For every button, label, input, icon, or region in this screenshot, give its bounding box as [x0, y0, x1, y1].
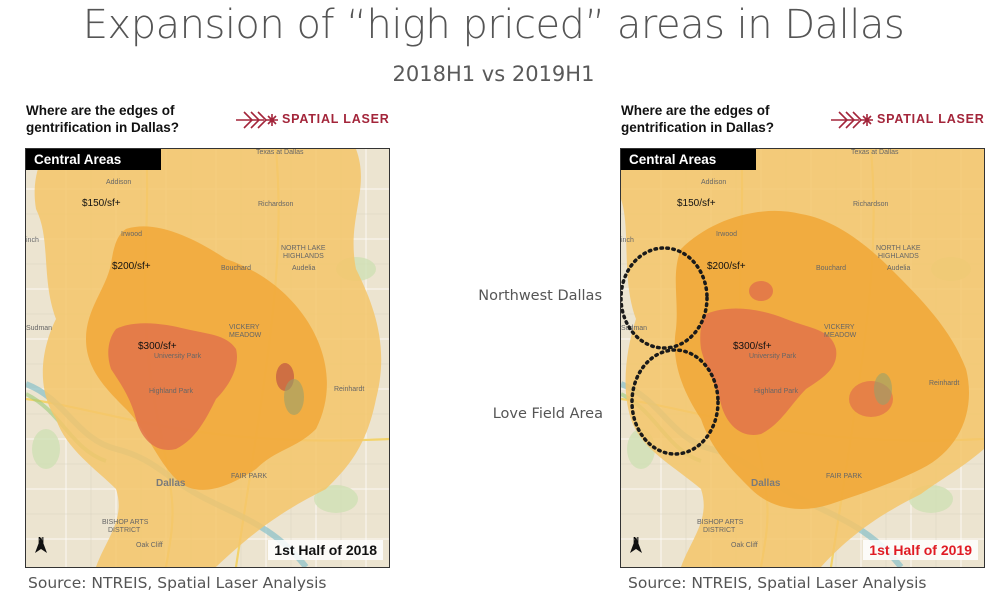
- logo-chevrons-icon: [236, 111, 278, 129]
- place-audelia: Audelia: [887, 265, 910, 272]
- place-highland-park: Highland Park: [149, 388, 193, 395]
- period-label: 1st Half of 2019: [863, 540, 978, 560]
- place-highlands: HIGHLANDS: [283, 253, 324, 260]
- logo-text: SPATIAL LASER: [877, 112, 985, 126]
- place-oak-cliff: Oak Cliff: [136, 542, 163, 549]
- place-bishop: BISHOP ARTS: [102, 519, 149, 526]
- place-oak-cliff: Oak Cliff: [731, 542, 758, 549]
- place-texas: Texas at Dallas: [256, 149, 304, 156]
- place-richardson: Richardson: [853, 201, 889, 208]
- page-title: Expansion of “high priced” areas in Dall…: [82, 2, 905, 48]
- place-sudman: Sudman: [26, 325, 52, 332]
- price-label-300: $300/sf+: [733, 341, 772, 352]
- place-inch: inch: [621, 237, 634, 244]
- place-north-lake: NORTH LAKE: [876, 245, 921, 252]
- place-district: DISTRICT: [108, 527, 141, 534]
- place-bishop: BISHOP ARTS: [697, 519, 744, 526]
- spatial-laser-logo: SPATIAL LASER: [234, 108, 394, 132]
- place-sudman: Sudman: [621, 325, 647, 332]
- period-label: 1st Half of 2018: [268, 540, 383, 560]
- place-meadow: MEADOW: [229, 332, 262, 339]
- place-meadow: MEADOW: [824, 332, 857, 339]
- place-irwood: Irwood: [121, 231, 142, 238]
- map-canvas: $150/sf+ $200/sf+ $300/sf+ Addison Richa…: [26, 149, 389, 567]
- place-inch: inch: [26, 237, 39, 244]
- source-note: Source: NTREIS, Spatial Laser Analysis: [628, 574, 927, 592]
- logo-text: SPATIAL LASER: [282, 112, 390, 126]
- price-label-150: $150/sf+: [82, 198, 121, 209]
- place-fair-park: FAIR PARK: [231, 473, 267, 480]
- north-arrow-icon: N: [34, 537, 48, 563]
- place-reinhardt: Reinhardt: [334, 386, 364, 393]
- spatial-laser-logo: SPATIAL LASER: [829, 108, 989, 132]
- place-audelia: Audelia: [292, 265, 315, 272]
- area-tag: Central Areas: [26, 149, 162, 170]
- highlight-circle-northwest: [621, 246, 709, 350]
- price-label-300: $300/sf+: [138, 341, 177, 352]
- place-fair-park: FAIR PARK: [826, 473, 862, 480]
- place-bouchard: Bouchard: [221, 265, 251, 272]
- place-irwood: Irwood: [716, 231, 737, 238]
- price-label-150: $150/sf+: [677, 198, 716, 209]
- place-dallas: Dallas: [156, 478, 186, 489]
- place-university-park: University Park: [154, 353, 202, 360]
- place-university-park: University Park: [749, 353, 797, 360]
- panel-question: Where are the edges of gentrification in…: [26, 103, 180, 135]
- place-texas: Texas at Dallas: [851, 149, 899, 156]
- map-panel-2018: Where are the edges of gentrification in…: [24, 100, 390, 570]
- heatmap-2018: $150/sf+ $200/sf+ $300/sf+ Addison Richa…: [25, 148, 390, 568]
- heatmap-2019: $150/sf+ $200/sf+ $300/sf+ Addison Richa…: [620, 148, 985, 568]
- place-reinhardt: Reinhardt: [929, 380, 959, 387]
- place-richardson: Richardson: [258, 201, 294, 208]
- place-bouchard: Bouchard: [816, 265, 846, 272]
- place-addison: Addison: [106, 179, 131, 186]
- highlight-circle-love-field: [630, 348, 720, 456]
- page-subtitle: 2018H1 vs 2019H1: [392, 62, 595, 86]
- place-addison: Addison: [701, 179, 726, 186]
- price-label-200: $200/sf+: [707, 261, 746, 272]
- price-label-200: $200/sf+: [112, 261, 151, 272]
- place-highland-park: Highland Park: [754, 388, 798, 395]
- northwest-dallas-label: Northwest Dallas: [478, 288, 602, 304]
- place-highlands: HIGHLANDS: [878, 253, 919, 260]
- place-vickery: VICKERY: [229, 324, 260, 331]
- map-panel-2019: Where are the edges of gentrification in…: [619, 100, 985, 570]
- place-north-lake: NORTH LAKE: [281, 245, 326, 252]
- map-canvas: $150/sf+ $200/sf+ $300/sf+ Addison Richa…: [621, 149, 984, 567]
- place-dallas: Dallas: [751, 478, 781, 489]
- area-tag: Central Areas: [621, 149, 757, 170]
- place-district: DISTRICT: [703, 527, 736, 534]
- north-arrow-icon: N: [629, 537, 643, 563]
- source-note: Source: NTREIS, Spatial Laser Analysis: [28, 574, 327, 592]
- logo-chevrons-icon: [831, 111, 873, 129]
- panel-question: Where are the edges of gentrification in…: [621, 103, 775, 135]
- love-field-label: Love Field Area: [492, 406, 603, 422]
- place-vickery: VICKERY: [824, 324, 855, 331]
